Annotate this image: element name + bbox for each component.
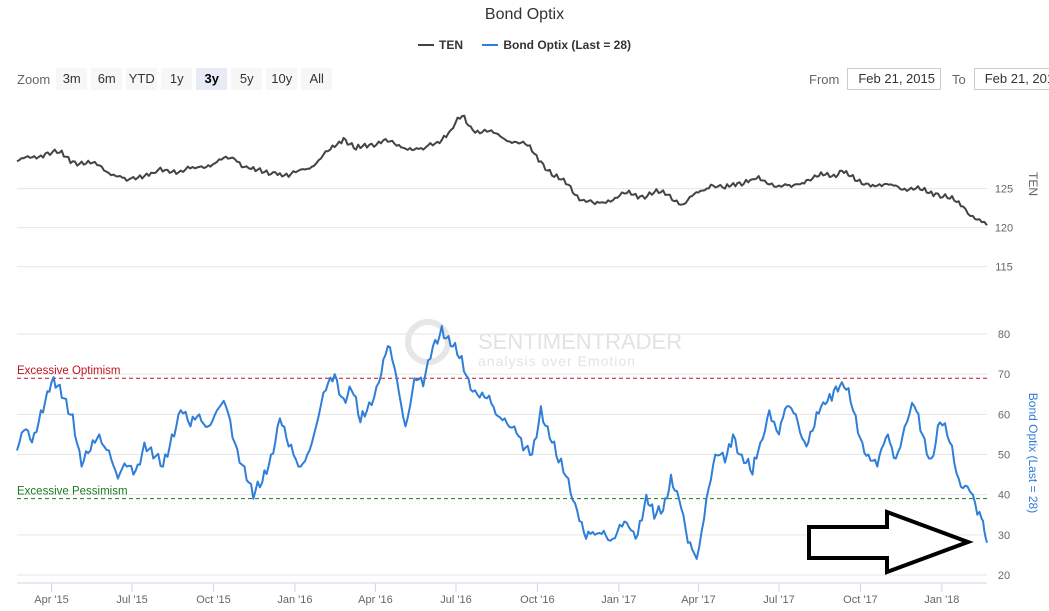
bond-optix-y-tick-60: 60 <box>998 409 1010 421</box>
reference-lines: Excessive Optimism Excessive Pessimism <box>17 365 987 500</box>
x-tick-label-9: Jul '17 <box>763 594 794 606</box>
zoom-button-6m[interactable]: 6m <box>91 68 123 90</box>
watermark-tagline: analysis over Emotion <box>478 353 636 369</box>
x-tick-label-4: Apr '16 <box>358 594 393 606</box>
reference-label-1: Excessive Pessimism <box>17 486 128 498</box>
x-axis: Apr '15 Jul '15 Oct '15 Jan '16 Apr '16 Jul '… <box>34 583 959 606</box>
x-tick-label-7: Jan '17 <box>601 594 636 606</box>
range-to-label: To <box>952 71 966 87</box>
bottom-gridlines <box>17 333 987 576</box>
reference-label-0: Excessive Optimism <box>17 365 121 377</box>
top-gridlines <box>17 188 987 268</box>
zoom-label: Zoom <box>17 71 51 87</box>
x-tick-label-1: Jul '15 <box>116 594 147 606</box>
range-from: From Feb 21, 2015 <box>809 68 942 90</box>
x-tick-label-5: Jul '16 <box>440 594 471 606</box>
x-tick-label-8: Apr '17 <box>681 594 716 606</box>
zoom-button-10y[interactable]: 10y <box>266 68 298 90</box>
ten-y-tick-125: 125 <box>995 184 1013 196</box>
ten-axis-title: TEN <box>1026 172 1040 196</box>
chart-title: Bond Optix <box>484 6 565 23</box>
legend-item-bond-optix[interactable]: Bond Optix (Last = 28) <box>482 38 631 52</box>
legend-swatch-bond-optix <box>482 44 499 46</box>
zoom-control: Zoom 3m 6m YTD 1y 3y 5y 10y All <box>17 68 336 90</box>
range-from-label: From <box>809 71 840 87</box>
ten-y-axis: 115 120 125 <box>995 184 1013 274</box>
legend-item-ten[interactable]: TEN <box>417 38 463 52</box>
x-tick-label-0: Apr '15 <box>34 594 69 606</box>
bond-optix-y-axis: 20 30 40 50 60 70 80 <box>998 329 1010 582</box>
x-tick-label-2: Oct '15 <box>196 594 231 606</box>
x-tick-label-3: Jan '16 <box>277 594 312 606</box>
zoom-button-1y[interactable]: 1y <box>161 68 193 90</box>
legend-label-bond-optix: Bond Optix (Last = 28) <box>503 38 632 52</box>
bond-optix-y-tick-50: 50 <box>998 450 1010 462</box>
ten-y-tick-115: 115 <box>995 262 1013 274</box>
zoom-button-ytd[interactable]: YTD <box>126 68 158 90</box>
bond-optix-y-tick-70: 70 <box>998 369 1010 381</box>
x-tick-label-6: Oct '16 <box>520 594 555 606</box>
zoom-button-5y[interactable]: 5y <box>231 68 263 90</box>
legend-swatch-ten <box>417 44 434 46</box>
bond-optix-y-tick-30: 30 <box>998 530 1010 542</box>
bond-optix-y-tick-80: 80 <box>998 329 1010 341</box>
zoom-button-3y[interactable]: 3y <box>196 68 228 90</box>
x-tick-label-10: Oct '17 <box>843 594 878 606</box>
range-to: To Feb 21, 2018 <box>952 68 1049 90</box>
legend: TEN Bond Optix (Last = 28) <box>0 35 1049 52</box>
x-tick-label-11: Jan '18 <box>924 594 959 606</box>
watermark-name: SENTIMENTRADER <box>478 329 682 354</box>
ten-y-tick-120: 120 <box>995 223 1013 235</box>
bond-optix-y-tick-40: 40 <box>998 490 1010 502</box>
ten-series <box>16 114 988 226</box>
legend-label-ten: TEN <box>438 38 463 52</box>
bond-optix-y-tick-20: 20 <box>998 570 1010 582</box>
range-from-input[interactable]: Feb 21, 2015 <box>847 68 942 90</box>
ten-line <box>16 114 988 226</box>
arrow-annotation-icon <box>807 509 974 575</box>
bond-optix-axis-title: Bond Optix (Last = 28) <box>1026 393 1040 513</box>
watermark: SENTIMENTRADER analysis over Emotion <box>405 319 682 369</box>
bond-optix-series <box>16 325 988 560</box>
bond-optix-line <box>16 325 988 560</box>
range-to-input[interactable]: Feb 21, 2018 <box>973 68 1049 90</box>
zoom-button-all[interactable]: All <box>301 68 333 90</box>
zoom-button-3m[interactable]: 3m <box>56 68 88 90</box>
